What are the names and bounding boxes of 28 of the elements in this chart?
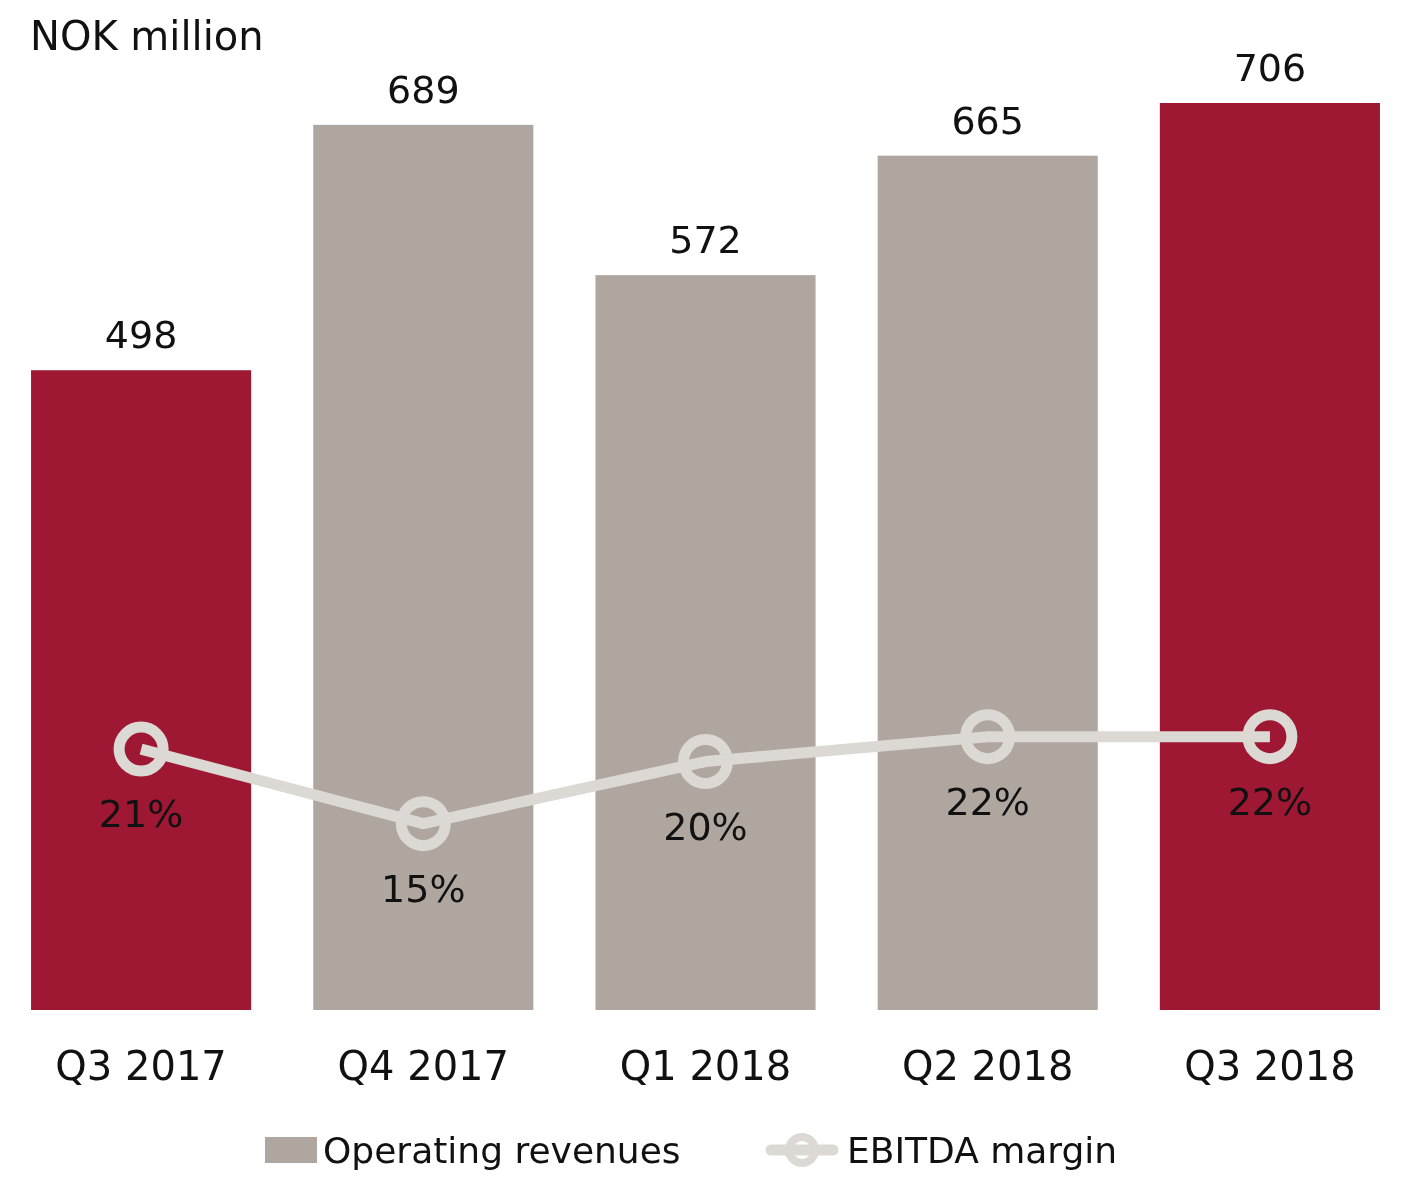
- point: [113, 721, 169, 777]
- point: [678, 734, 733, 790]
- data-label: 21%: [98, 792, 184, 837]
- x-tick-label: Q3 2018: [1184, 1043, 1356, 1089]
- point: [1242, 709, 1298, 765]
- x-tick-label: Q3 2017: [55, 1043, 227, 1089]
- data-label: 689: [387, 67, 460, 112]
- legend-label: EBITDA margin: [847, 1130, 1118, 1171]
- bar: [31, 370, 252, 1010]
- data-label: 665: [951, 98, 1024, 143]
- point: [960, 709, 1016, 765]
- bar: [877, 155, 1098, 1010]
- bar: [595, 275, 816, 1010]
- legend-label: Operating revenues: [323, 1130, 681, 1171]
- y-axis-title: NOK million: [30, 13, 264, 59]
- data-label: 22%: [1227, 779, 1313, 824]
- x-tick-label: Q1 2018: [619, 1043, 792, 1089]
- x-tick-label: Q2 2018: [901, 1043, 1074, 1089]
- x-tick-label: Q4 2017: [337, 1043, 510, 1089]
- bar: [313, 124, 534, 1010]
- data-label: 572: [669, 218, 742, 263]
- data-label: 15%: [381, 866, 466, 911]
- data-label: 706: [1233, 46, 1307, 90]
- data-label: 498: [104, 313, 178, 358]
- data-label: 22%: [945, 779, 1030, 824]
- bar: [1159, 103, 1380, 1010]
- point: [395, 796, 451, 852]
- data-label: 20%: [663, 804, 748, 849]
